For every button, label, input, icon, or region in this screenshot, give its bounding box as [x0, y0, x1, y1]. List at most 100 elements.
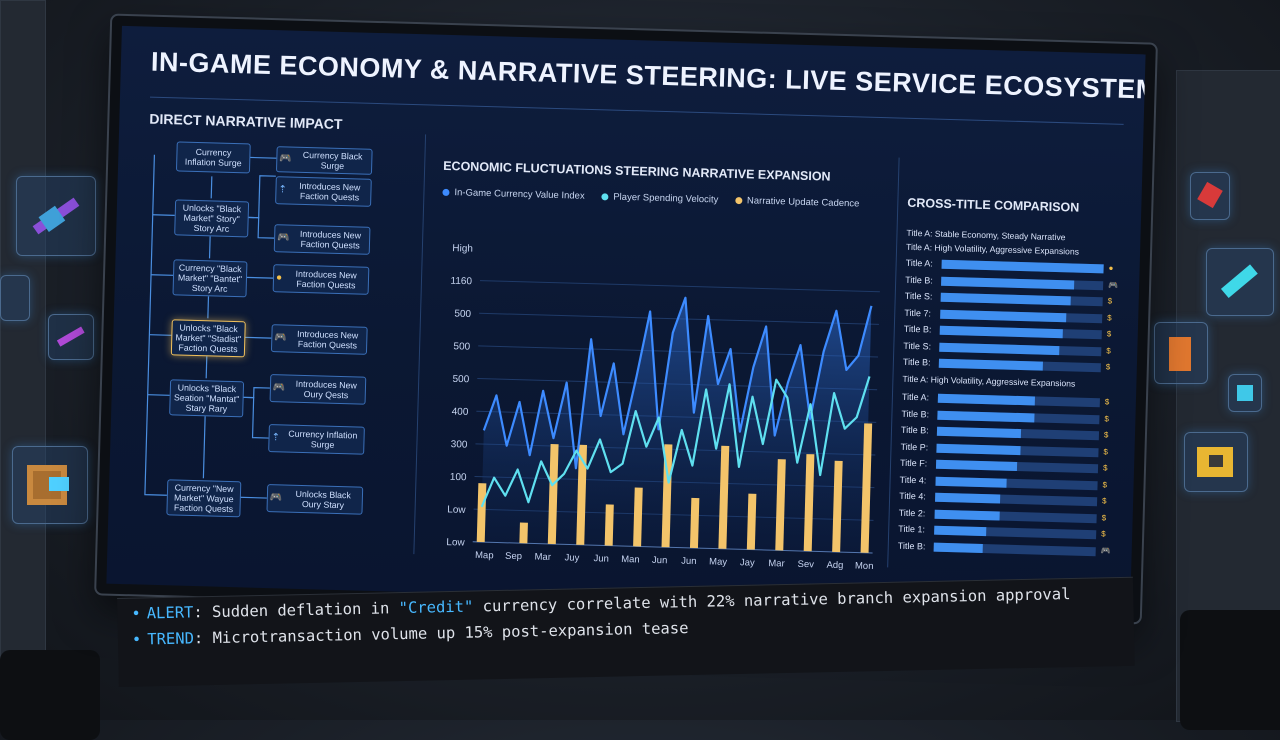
bar-fill	[937, 410, 1035, 422]
controller-icon: 🎮	[1108, 279, 1119, 290]
bar-track	[941, 259, 1104, 274]
dollar-icon: $	[1107, 296, 1113, 306]
bar-track	[941, 276, 1104, 290]
plasma-gun-tile-icon	[1206, 248, 1274, 316]
flow-left-box-5[interactable]: Unlocks "Black Seation "Mantat" Stary Ra…	[169, 379, 245, 418]
flow-right-box-7[interactable]: ⇡ Currency Inflation Surge	[268, 424, 365, 455]
y-tick-label: 400	[451, 407, 468, 418]
y-tick-label: 500	[454, 309, 471, 320]
controller-icon: 🎮	[269, 492, 283, 504]
arrow-up-icon: ⇡	[278, 184, 288, 196]
cadence-bar	[547, 443, 559, 545]
flow-left-box-3[interactable]: Currency "Black Market" "Bantet" Story A…	[172, 259, 248, 298]
bar-fill	[940, 292, 1071, 306]
title-label: Title S:	[903, 340, 932, 352]
bar-track	[939, 325, 1102, 340]
cadence-bar	[476, 483, 487, 543]
flow-right-label-6: Introduces New Oury Qests	[295, 378, 357, 401]
cadence-bar	[746, 493, 757, 550]
title-label: Title B:	[902, 356, 931, 368]
flow-right-box-3[interactable]: 🎮 Introduces New Faction Quests	[273, 224, 371, 255]
x-tick-label: Jun	[681, 556, 697, 567]
seat-right	[1180, 610, 1280, 730]
bar-track	[936, 443, 1099, 457]
flow-title: DIRECT NARRATIVE IMPACT	[149, 110, 343, 133]
alert-key: ALERT	[146, 603, 194, 623]
grid-line	[480, 280, 880, 293]
title-label: Title A:	[901, 391, 930, 403]
dollar-icon: $	[1104, 397, 1110, 407]
bar-track	[940, 292, 1103, 307]
wall-panel-left	[0, 0, 46, 722]
x-tick-label: Sep	[505, 551, 522, 562]
bar-fill	[935, 492, 1001, 504]
bar-fill	[936, 443, 1021, 455]
title-label: Title F:	[899, 457, 928, 469]
flow-right-box-2[interactable]: ⇡ Introduces New Faction Quests	[275, 176, 372, 207]
trend-key: TREND	[147, 629, 195, 649]
dashboard-title: IN-GAME ECONOMY & NARRATIVE STEERING: LI…	[150, 46, 1146, 105]
flow-right-box-1[interactable]: 🎮 Currency Black Surge	[275, 146, 373, 175]
title-label: Title A:	[905, 257, 933, 269]
stable-title-row: Title B: $	[903, 355, 1118, 375]
flow-right-box-5[interactable]: 🎮 Introduces New Faction Quests	[270, 324, 368, 355]
crate-gold-tile-icon	[1184, 432, 1248, 492]
flow-right-label-8: Unlocks Black Oury Stary	[295, 488, 351, 511]
coin-icon: ●	[1108, 263, 1114, 273]
bar-fill	[941, 276, 1075, 289]
x-tick-label: Mar	[768, 558, 785, 569]
bar-fill	[940, 309, 1067, 322]
cadence-bar	[775, 459, 786, 551]
flow-left-box-4[interactable]: Unlocks "Black Market" "Stadist" Faction…	[170, 319, 246, 358]
dollar-icon: $	[1104, 413, 1109, 424]
title-label: Title 2:	[898, 507, 926, 518]
dollar-icon: $	[1106, 329, 1112, 339]
bullet-icon: •	[131, 604, 141, 623]
bar-track	[935, 492, 1098, 507]
gear-tile-icon	[0, 275, 30, 321]
title-label: Title B:	[901, 408, 930, 419]
flow-left-box-6[interactable]: Currency "New Market" Wayue Faction Ques…	[166, 479, 242, 518]
x-tick-label: Jun	[593, 553, 609, 564]
controller-icon: 🎮	[274, 332, 287, 344]
bar-track	[933, 542, 1096, 556]
cube-tile-icon	[1228, 374, 1262, 412]
bar-track	[935, 459, 1099, 474]
flow-connectors	[144, 154, 277, 499]
title-label: Title B:	[903, 323, 932, 335]
dollar-icon: $	[1107, 312, 1112, 323]
x-tick-label: Adg	[826, 560, 843, 571]
cadence-bar	[832, 460, 843, 553]
comparison-note-1: Title A: Stable Economy, Steady Narrativ…	[906, 227, 1066, 243]
cadence-bar	[576, 444, 588, 545]
x-tick-label: Sev	[797, 559, 814, 570]
x-tick-label: Map	[475, 550, 494, 562]
drone-tile-icon	[1190, 172, 1230, 220]
y-tick-label: 100	[450, 472, 467, 483]
flow-right-box-4[interactable]: ● Introduces New Faction Quests	[272, 264, 370, 295]
cadence-bar	[803, 454, 815, 552]
dollar-icon: $	[1105, 362, 1111, 372]
flow-left-box-1[interactable]: Currency Inflation Surge	[175, 141, 251, 174]
x-tick-label: Jun	[652, 555, 668, 566]
dollar-icon: $	[1106, 345, 1111, 356]
cadence-bar	[860, 423, 873, 553]
title-label: Title 7:	[904, 307, 932, 319]
bar-fill	[934, 509, 1000, 521]
controller-icon: 🎮	[1100, 545, 1111, 556]
bar-track	[937, 410, 1100, 424]
y-tick-label: High	[452, 243, 473, 255]
x-tick-label: May	[709, 556, 727, 568]
alert-post: currency correlate with 22% narrative br…	[473, 585, 1071, 616]
flow-right-box-6[interactable]: 🎮 Introduces New Oury Qests	[269, 374, 367, 405]
flow-right-box-8[interactable]: 🎮 Unlocks Black Oury Stary	[266, 484, 364, 515]
flow-left-box-2[interactable]: Unlocks "Black Market" Story" Story Arc	[174, 199, 250, 238]
flow-right-label-3: Introduces New Faction Quests	[299, 228, 362, 251]
x-tick-label: Mar	[534, 552, 551, 563]
title-label: Title B:	[900, 424, 929, 436]
narrative-flowchart: Currency Inflation Surge Unlocks "Black …	[137, 135, 419, 562]
bar-track	[934, 525, 1097, 540]
title-label: Title P:	[900, 441, 929, 452]
spending-velocity-line	[480, 376, 871, 508]
controller-icon: 🎮	[276, 232, 290, 244]
